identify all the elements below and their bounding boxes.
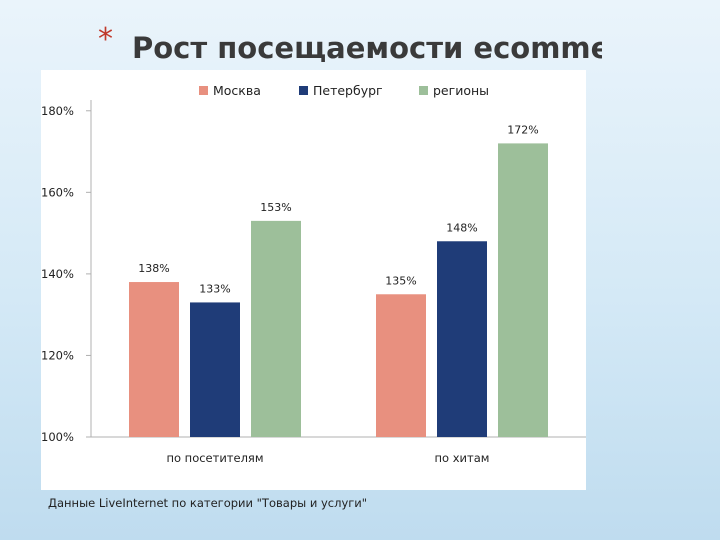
title-bullet: * bbox=[98, 22, 113, 57]
bar-3-2 bbox=[498, 143, 548, 437]
y-tick-label-160: 160% bbox=[41, 185, 74, 199]
legend-swatch-2 bbox=[299, 86, 308, 95]
bar-2-2 bbox=[437, 241, 487, 437]
y-tick-label-100: 100% bbox=[41, 430, 74, 444]
bar-label-1-1: 138% bbox=[138, 262, 169, 275]
legend-label-2: Петербург bbox=[313, 83, 383, 98]
bar-3-1 bbox=[251, 220, 301, 437]
y-tick-label-120: 120% bbox=[41, 348, 74, 362]
x-category-label-1: по посетителям bbox=[166, 451, 263, 465]
legend-swatch-1 bbox=[199, 86, 208, 95]
bar-label-3-1: 153% bbox=[260, 201, 291, 214]
legend-swatch-3 bbox=[419, 86, 428, 95]
legend-label-3: регионы bbox=[433, 83, 489, 98]
x-category-label-2: по хитам bbox=[435, 451, 490, 465]
bar-label-2-1: 133% bbox=[199, 282, 230, 295]
bar-2-1 bbox=[190, 302, 240, 437]
y-tick-label-180: 180% bbox=[41, 104, 74, 118]
y-tick-label-140: 140% bbox=[41, 267, 74, 281]
slide-title: Рост посещаемости ecommerce- bbox=[132, 31, 602, 65]
legend-label-1: Москва bbox=[213, 83, 261, 98]
bar-1-2 bbox=[376, 294, 426, 437]
bar-label-3-2: 172% bbox=[507, 123, 538, 136]
bar-chart: Москва Петербург регионы 100% 120% 140% 160% 18… bbox=[41, 83, 586, 465]
bar-label-2-2: 148% bbox=[446, 221, 477, 234]
bar-label-1-2: 135% bbox=[385, 274, 416, 287]
chart-panel: Москва Петербург регионы 100% 120% 140% 160% 18… bbox=[41, 70, 586, 490]
bar-1-1 bbox=[129, 282, 179, 437]
source-note: Данные LiveInternet по категории "Товары… bbox=[48, 496, 368, 510]
